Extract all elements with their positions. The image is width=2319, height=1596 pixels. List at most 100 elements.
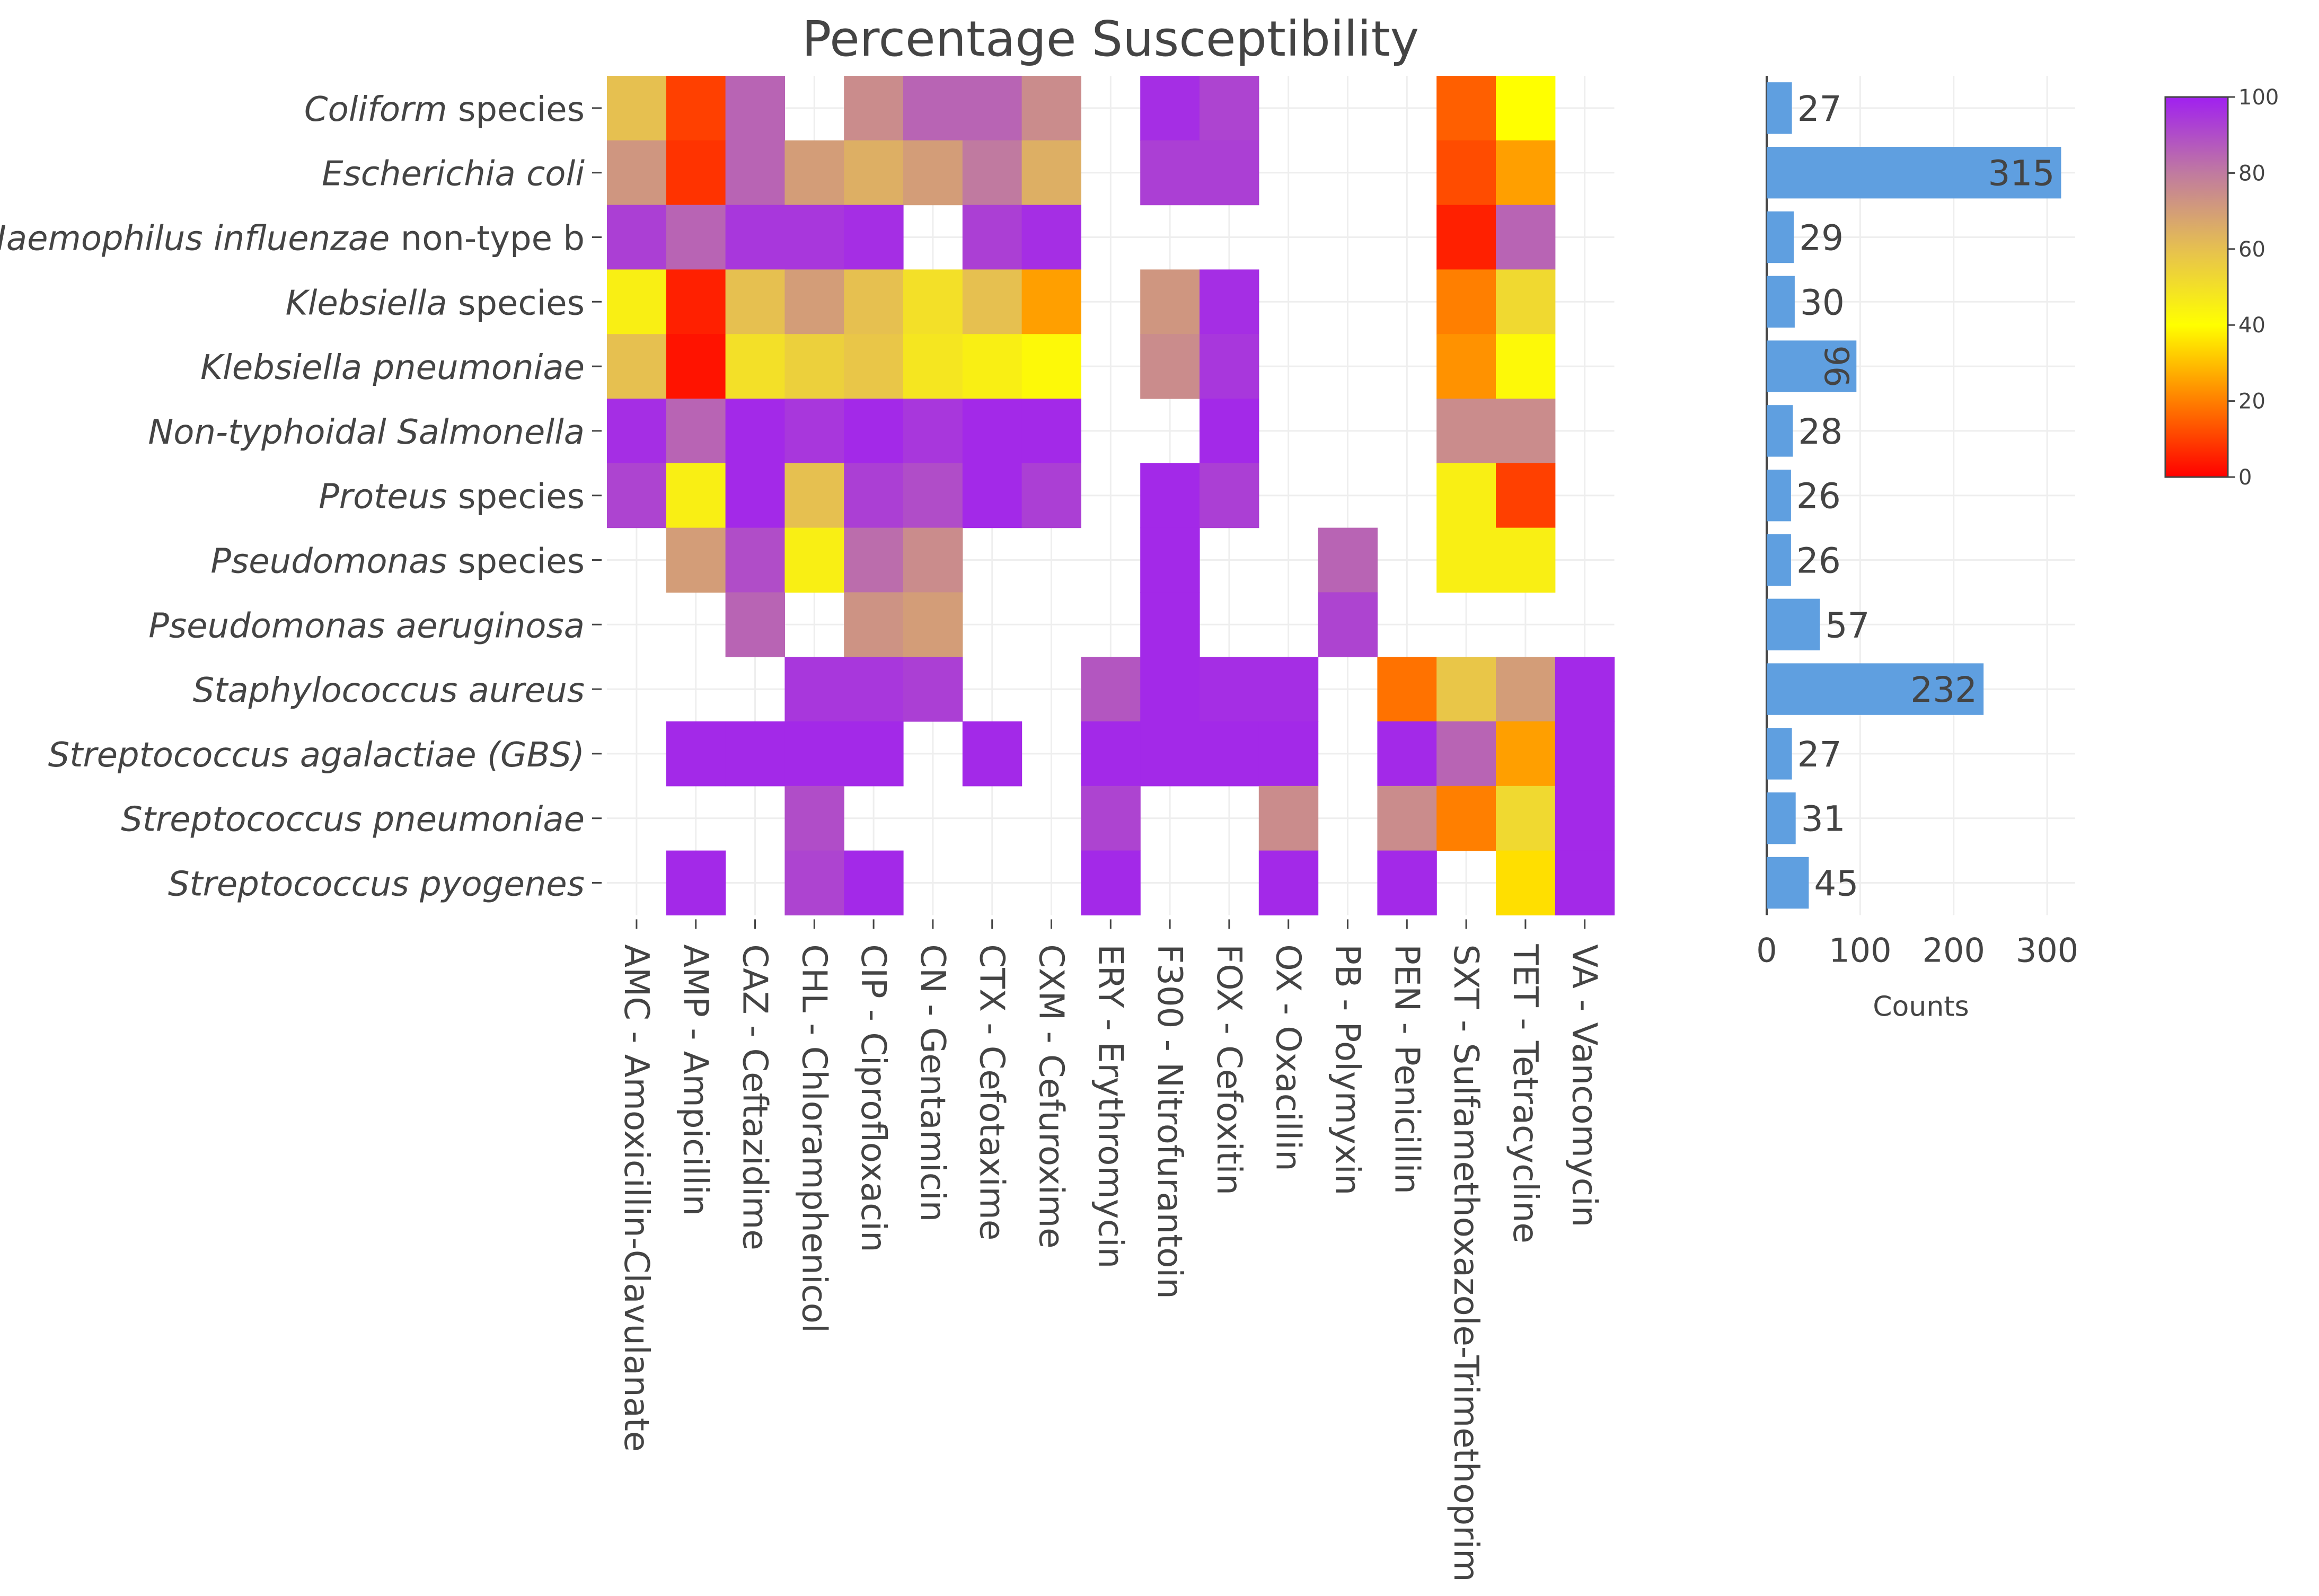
heatmap-cell <box>903 140 963 206</box>
colorbar: 0 20 40 60 80 100 <box>2164 85 2279 490</box>
heatmap-cell <box>1496 205 1556 270</box>
x-tick-label: CN - Gentamicin <box>913 944 952 1222</box>
heatmap-cell <box>903 592 963 657</box>
heatmap-cell <box>1436 721 1496 787</box>
bar-x-axis-title: Counts <box>1873 991 1969 1022</box>
count-bar-label: 28 <box>1798 411 1842 452</box>
heatmap-cell <box>1496 399 1556 464</box>
heatmap-cells <box>607 76 1615 915</box>
heatmap-cell <box>962 140 1022 206</box>
y-tick-label: Staphylococcus aureus <box>193 671 585 710</box>
x-tick-label: SXT - Sulfamethoxazole-Trimethoprim <box>1446 944 1485 1582</box>
heatmap-cell <box>844 334 904 399</box>
heatmap-cell <box>1377 850 1437 915</box>
heatmap-cell <box>1377 657 1437 722</box>
heatmap-cell <box>903 269 963 334</box>
x-tick-label: AMC - Amoxicillin-Clavulanate <box>616 944 656 1452</box>
colorbar-tick-label: 60 <box>2238 237 2265 262</box>
heatmap-cell <box>784 721 844 787</box>
heatmap-cell <box>903 463 963 528</box>
heatmap-cell <box>1436 205 1496 270</box>
heatmap-cell <box>1140 592 1200 657</box>
bar-x-tick-label: 100 <box>1829 931 1891 969</box>
heatmap-cell <box>1140 140 1200 206</box>
heatmap-cell <box>1496 269 1556 334</box>
heatmap-cell <box>784 399 844 464</box>
count-bar <box>1767 663 1984 715</box>
heatmap-cell <box>784 205 844 270</box>
heatmap-cell <box>784 140 844 206</box>
heatmap-cell <box>1496 786 1556 851</box>
heatmap-cell <box>666 334 726 399</box>
heatmap-cell <box>844 721 904 787</box>
heatmap-cell <box>725 140 785 206</box>
heatmap-cell <box>903 76 963 141</box>
heatmap-cell <box>844 657 904 722</box>
heatmap-cell <box>725 269 785 334</box>
count-bar <box>1767 534 1791 586</box>
heatmap-cell <box>666 205 726 270</box>
heatmap-cell <box>725 463 785 528</box>
heatmap-cell <box>1140 721 1200 787</box>
heatmap-cell <box>844 269 904 334</box>
heatmap-cell <box>1318 592 1378 657</box>
heatmap-cell <box>1436 463 1496 528</box>
x-tick-label: ERY - Erythromycin <box>1090 944 1130 1268</box>
heatmap-cell <box>784 463 844 528</box>
heatmap-cell <box>1021 463 1081 528</box>
heatmap-cell <box>607 399 667 464</box>
heatmap-cell <box>962 463 1022 528</box>
heatmap-cell <box>903 527 963 593</box>
heatmap-cell <box>1200 140 1259 206</box>
heatmap-cell <box>725 76 785 141</box>
count-bar-label: 31 <box>1801 799 1846 840</box>
heatmap-cell <box>666 850 726 915</box>
count-bar-label: 45 <box>1814 863 1858 904</box>
heatmap-cell <box>1436 399 1496 464</box>
heatmap-cell <box>1436 76 1496 141</box>
count-bar <box>1767 792 1796 844</box>
count-bar <box>1767 82 1792 134</box>
heatmap-cell <box>1200 334 1259 399</box>
heatmap-cell <box>1555 786 1615 851</box>
heatmap-cell <box>1436 786 1496 851</box>
heatmap-cell <box>784 850 844 915</box>
y-tick-label: Pseudomonas aeruginosa <box>148 606 585 646</box>
heatmap-cell <box>1140 527 1200 593</box>
x-tick-label: TET - Tetracycline <box>1505 944 1545 1243</box>
heatmap-cell <box>666 269 726 334</box>
count-bar-label: 30 <box>1800 282 1845 323</box>
count-bar-label: 26 <box>1796 541 1841 581</box>
count-bar-label: 315 <box>1988 153 2055 194</box>
heatmap-cell <box>1258 657 1319 722</box>
colorbar-tick-label: 20 <box>2238 390 2265 414</box>
heatmap-cell <box>666 721 726 787</box>
heatmap-cell <box>1258 786 1319 851</box>
heatmap-cell <box>1496 850 1556 915</box>
x-tick-label: PEN - Penicillin <box>1387 944 1426 1194</box>
heatmap-cell <box>1021 140 1081 206</box>
count-bar-label: 26 <box>1796 476 1841 517</box>
heatmap-cell <box>962 269 1022 334</box>
count-bar <box>1767 470 1791 522</box>
heatmap-cell <box>1436 334 1496 399</box>
count-bar <box>1767 147 2061 199</box>
heatmap-cell <box>844 527 904 593</box>
heatmap-cell <box>903 399 963 464</box>
heatmap-cell <box>1140 334 1200 399</box>
y-tick-label: Streptococcus pyogenes <box>168 865 585 904</box>
heatmap-cell <box>1377 721 1437 787</box>
y-tick-label: Streptococcus pneumoniae <box>121 800 585 840</box>
heatmap-cell <box>1140 657 1200 722</box>
heatmap-cell <box>666 140 726 206</box>
colorbar-tick-label: 80 <box>2238 161 2265 186</box>
heatmap-cell <box>1496 334 1556 399</box>
count-bar <box>1767 211 1794 263</box>
heatmap-cell <box>1140 76 1200 141</box>
heatmap-cell <box>1140 463 1200 528</box>
x-tick-label: CHL - Chloramphenicol <box>794 944 833 1333</box>
y-tick-label: Pseudomonas species <box>210 542 585 581</box>
heatmap-cell <box>844 592 904 657</box>
heatmap-cell <box>844 850 904 915</box>
heatmap-cell <box>1021 334 1081 399</box>
